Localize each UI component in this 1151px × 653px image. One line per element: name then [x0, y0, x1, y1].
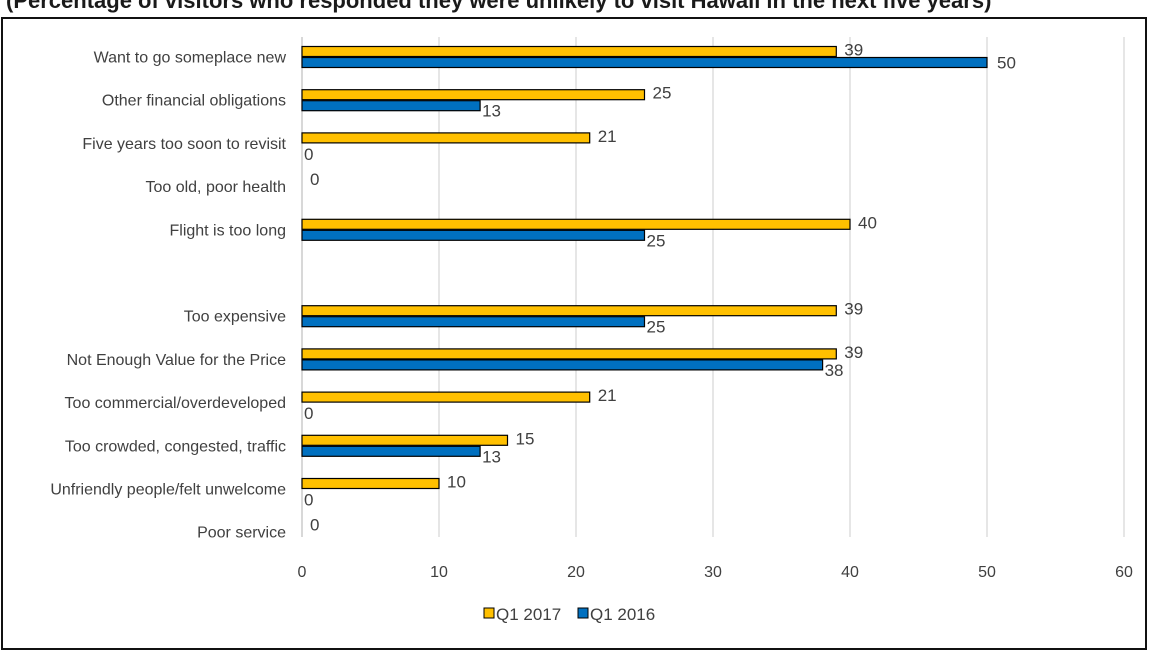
- bar-q1-2016: [301, 316, 646, 328]
- data-label-q1-2017: 21: [598, 386, 617, 405]
- category-label: Too old, poor health: [145, 179, 286, 196]
- bar-q1-2016: [301, 445, 481, 457]
- bar-q1-2017: [301, 132, 591, 144]
- category-label: Unfriendly people/felt unwelcome: [50, 482, 286, 499]
- x-tick-label: 50: [978, 564, 996, 581]
- x-tick-label: 20: [567, 564, 585, 581]
- category-label: Too expensive: [184, 309, 286, 326]
- bar-q1-2017: [301, 434, 509, 446]
- header-fragment-text: (Percentage of visitors who responded th…: [6, 0, 992, 13]
- bar-q1-2016: [301, 56, 988, 69]
- x-tick-label: 0: [298, 564, 307, 581]
- bar-q1-2017: [301, 477, 440, 490]
- category-label: Flight is too long: [169, 222, 286, 239]
- data-label-q1-2016: 25: [647, 318, 666, 337]
- data-label-q1-2016: 0: [304, 145, 313, 164]
- data-label-q1-2017: 0: [310, 170, 319, 189]
- legend-label: Q1 2016: [590, 605, 655, 624]
- bar-q1-2017: [301, 391, 591, 403]
- bar-q1-2016: [301, 359, 824, 371]
- data-label-q1-2016: 38: [825, 361, 844, 380]
- data-label-q1-2016: 13: [482, 102, 501, 121]
- data-label-q1-2017: 39: [844, 41, 863, 60]
- bar-q1-2017: [301, 348, 837, 360]
- category-label: Five years too soon to revisit: [82, 136, 286, 153]
- header-fragment: (Percentage of visitors who responded th…: [0, 0, 1151, 22]
- x-tick-label: 30: [704, 564, 722, 581]
- category-label: Other financial obligations: [102, 93, 286, 110]
- data-label-q1-2016: 50: [997, 54, 1016, 73]
- bar-q1-2017: [301, 89, 646, 101]
- data-label-q1-2017: 40: [858, 213, 877, 232]
- legend-swatch: [577, 607, 589, 619]
- data-label-q1-2017: 15: [516, 429, 535, 448]
- data-label-q1-2016: 0: [304, 491, 313, 510]
- bar-q1-2017: [301, 45, 837, 58]
- bar-q1-2017: [301, 305, 837, 317]
- data-label-q1-2016: 25: [647, 231, 666, 250]
- data-label-q1-2017: 25: [653, 84, 672, 103]
- data-label-q1-2017: 0: [310, 516, 319, 535]
- data-label-q1-2016: 13: [482, 447, 501, 466]
- bar-q1-2016: [301, 229, 646, 241]
- data-label-q1-2017: 21: [598, 127, 617, 146]
- data-label-q1-2017: 39: [844, 300, 863, 319]
- category-label: Too crowded, congested, traffic: [65, 438, 286, 455]
- category-label: Too commercial/overdeveloped: [65, 395, 286, 412]
- legend-swatch: [483, 607, 495, 619]
- data-label-q1-2016: 0: [304, 404, 313, 423]
- bar-q1-2016: [301, 100, 481, 112]
- bar-q1-2017: [301, 218, 851, 230]
- legend-label: Q1 2017: [496, 605, 561, 624]
- category-label: Want to go someplace new: [94, 50, 287, 67]
- x-tick-label: 10: [430, 564, 448, 581]
- category-label: Not Enough Value for the Price: [67, 352, 286, 369]
- x-tick-label: 60: [1115, 564, 1133, 581]
- x-tick-label: 40: [841, 564, 859, 581]
- data-label-q1-2017: 39: [844, 343, 863, 362]
- data-label-q1-2017: 10: [447, 473, 466, 492]
- category-label: Poor service: [197, 525, 286, 542]
- chart-frame: [1, 17, 1147, 650]
